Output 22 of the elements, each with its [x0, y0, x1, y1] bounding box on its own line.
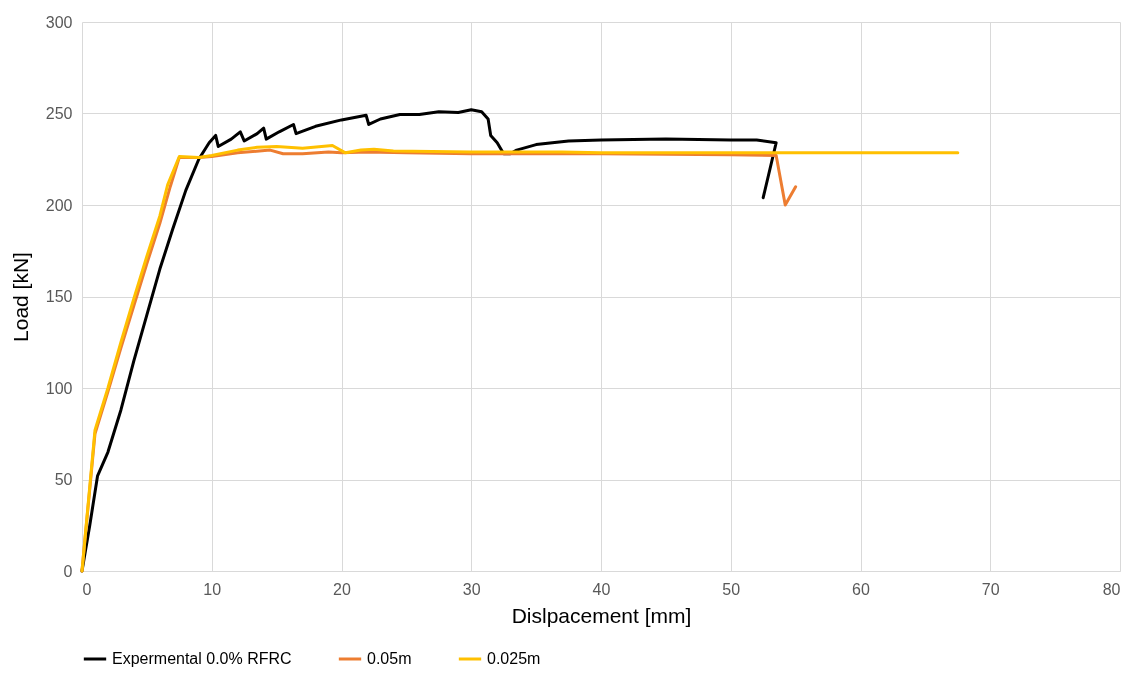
- y-tick-label: 250: [45, 105, 73, 122]
- y-tick-label: 50: [54, 471, 73, 488]
- x-tick-label: 30: [462, 580, 481, 598]
- x-tick-label: 70: [981, 580, 1000, 598]
- y-tick-label: 0: [63, 562, 73, 580]
- x-tick-label: 60: [852, 580, 870, 598]
- x-tick-label: 0: [82, 580, 92, 598]
- x-axis-title: Dislpacement [mm]: [511, 603, 692, 627]
- legend-label: Expermental 0.0% RFRC: [112, 650, 292, 667]
- y-tick-label: 300: [45, 13, 73, 31]
- y-axis-title: Load [kN]: [8, 252, 32, 342]
- y-tick-label: 100: [45, 379, 73, 397]
- x-tick-label: 20: [333, 580, 351, 598]
- line-series: [80, 144, 960, 573]
- legend-label: 0.025m: [487, 650, 541, 667]
- y-tick-label: 200: [45, 196, 73, 214]
- x-tick-label: 10: [203, 580, 222, 598]
- x-tick-label: 40: [592, 580, 611, 598]
- legend-label: 0.05m: [367, 650, 412, 667]
- y-tick-label: 150: [45, 288, 73, 305]
- x-tick-label: 80: [1102, 580, 1121, 598]
- x-tick-label: 50: [722, 580, 741, 598]
